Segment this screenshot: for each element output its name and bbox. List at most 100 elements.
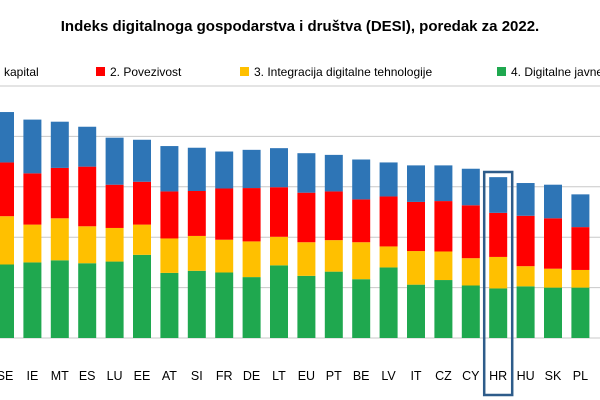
bar-BE-series-4 — [352, 159, 371, 200]
bar-IT-series-3 — [407, 201, 425, 252]
bar-LV-series-3 — [379, 196, 398, 247]
bar-BE-series-1 — [352, 279, 371, 338]
bar-CZ-series-3 — [434, 201, 453, 252]
bar-MT-series-3 — [50, 167, 69, 219]
tick-label-IE: IE — [26, 369, 38, 383]
bar-HU-series-4 — [516, 183, 535, 216]
bar-HU-series-3 — [516, 215, 535, 267]
bar-PL-series-4 — [571, 194, 590, 228]
bar-PT-series-4 — [324, 154, 343, 192]
tick-label-SE: SE — [0, 369, 13, 383]
bar-CZ-series-1 — [434, 280, 453, 338]
bar-AT-series-2 — [160, 238, 179, 273]
tick-label-EE: EE — [134, 369, 151, 383]
legend-label-3: 3. Integracija digitalne tehnologije — [254, 65, 432, 79]
bar-EU-series-2 — [297, 242, 316, 276]
tick-label-HU: HU — [517, 369, 535, 383]
tick-label-BE: BE — [353, 369, 370, 383]
bar-EE-series-2 — [133, 224, 151, 255]
bar-AT-series-1 — [160, 272, 179, 338]
bar-HU-series-1 — [516, 286, 535, 338]
bar-FR-series-2 — [215, 239, 234, 273]
bar-SK-series-2 — [544, 268, 562, 288]
chart-title: Indeks digitalnoga gospodarstva i društv… — [61, 18, 539, 35]
bar-AT-series-4 — [160, 146, 179, 192]
bar-CY-series-1 — [461, 285, 480, 338]
bar-HR-series-3 — [489, 212, 508, 257]
bar-EE-series-1 — [133, 254, 151, 338]
bar-PT-series-1 — [324, 271, 343, 338]
bar-EU-series-4 — [297, 153, 316, 193]
bar-CZ-series-2 — [434, 251, 453, 281]
legend-label-1: kapital — [4, 65, 39, 79]
bar-PT-series-2 — [324, 240, 343, 272]
bar-IT-series-1 — [407, 284, 425, 338]
bars — [0, 112, 590, 338]
bar-MT-series-4 — [50, 121, 69, 168]
tick-label-LV: LV — [381, 369, 396, 383]
x-axis-tick-labels: SE IE MT ES LU EE AT SI FR DE LT EU PT BE LV IT CZ CY HR HU… — [0, 369, 588, 383]
legend-swatch-2 — [96, 67, 105, 76]
bar-PL-series-1 — [571, 287, 590, 338]
bar-SI-series-4 — [187, 147, 206, 191]
legend-label-2: 2. Povezivost — [110, 65, 182, 79]
bar-SI-series-3 — [187, 191, 206, 236]
bar-HR-series-1 — [489, 288, 508, 338]
bar-MT-series-1 — [50, 260, 69, 338]
bar-HU-series-2 — [516, 266, 535, 287]
tick-label-CY: CY — [462, 369, 480, 383]
tick-label-MT: MT — [51, 369, 69, 383]
bar-HR-series-2 — [489, 256, 508, 289]
tick-label-LU: LU — [107, 369, 123, 383]
bar-HR-series-4 — [489, 177, 508, 213]
bar-MT-series-2 — [50, 218, 69, 261]
bar-LU-series-1 — [105, 261, 124, 338]
tick-label-ES: ES — [79, 369, 96, 383]
bar-IT-series-4 — [407, 165, 425, 202]
bar-CZ-series-4 — [434, 165, 453, 202]
tick-label-PL: PL — [573, 369, 588, 383]
bar-SI-series-2 — [187, 235, 206, 271]
bar-LU-series-2 — [105, 227, 124, 262]
bar-DE-series-1 — [242, 277, 261, 338]
bar-IE-series-3 — [23, 173, 42, 225]
tick-label-SI: SI — [191, 369, 203, 383]
tick-label-DE: DE — [243, 369, 260, 383]
bar-AT-series-3 — [160, 191, 179, 239]
bar-SE-series-3 — [0, 162, 14, 217]
bar-SK-series-3 — [544, 218, 562, 269]
bar-IE-series-4 — [23, 119, 42, 174]
bar-CY-series-3 — [461, 205, 480, 259]
bar-EU-series-1 — [297, 275, 316, 338]
bar-LU-series-3 — [105, 184, 124, 228]
bar-LU-series-4 — [105, 137, 124, 185]
legend-label-4: 4. Digitalne javne — [511, 65, 600, 79]
bar-LV-series-4 — [379, 162, 398, 197]
bar-LT-series-3 — [270, 187, 288, 237]
bar-LT-series-1 — [270, 265, 288, 338]
bar-EE-series-4 — [133, 139, 151, 182]
tick-label-LT: LT — [272, 369, 286, 383]
bar-ES-series-1 — [78, 263, 97, 338]
bar-LV-series-2 — [379, 246, 398, 268]
tick-label-AT: AT — [162, 369, 177, 383]
legend-swatch-4 — [497, 67, 506, 76]
bar-EE-series-3 — [133, 181, 151, 225]
bar-IE-series-2 — [23, 224, 42, 263]
tick-label-SK: SK — [545, 369, 562, 383]
bar-ES-series-2 — [78, 226, 97, 264]
bar-ES-series-3 — [78, 166, 97, 227]
bar-FR-series-3 — [215, 188, 234, 240]
bar-SE-series-4 — [0, 112, 14, 163]
bar-SE-series-1 — [0, 264, 14, 338]
tick-label-CZ: CZ — [435, 369, 452, 383]
bar-DE-series-2 — [242, 241, 261, 278]
tick-label-EU: EU — [298, 369, 315, 383]
legend-swatch-3 — [240, 67, 249, 76]
bar-SE-series-2 — [0, 216, 14, 265]
bar-IT-series-2 — [407, 251, 425, 285]
bar-IE-series-1 — [23, 262, 42, 338]
bar-PL-series-2 — [571, 269, 590, 288]
bar-FR-series-4 — [215, 151, 234, 189]
